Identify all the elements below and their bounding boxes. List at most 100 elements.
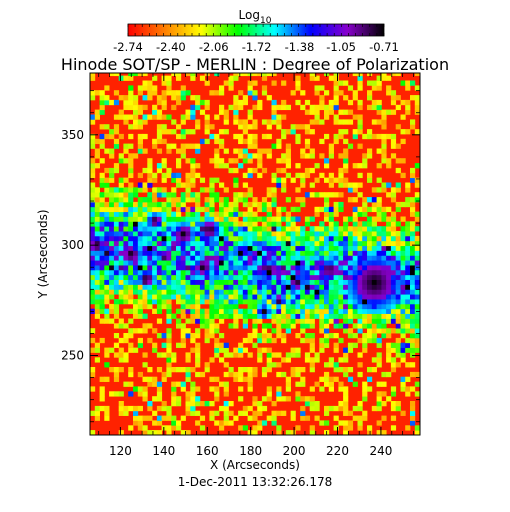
heatmap-cell [261,73,268,77]
heatmap-cell [109,391,115,397]
heatmap-cell [190,289,196,295]
heatmap-cell [276,104,282,111]
heatmap-cell [367,231,373,237]
heatmap-cell [410,167,416,174]
heatmap-cell [285,226,291,232]
heatmap-cell [204,250,210,256]
heatmap-cell [414,177,420,183]
heatmap-cell [176,367,182,373]
heatmap-cell [113,124,120,130]
heatmap-cell [324,90,330,96]
heatmap-cell [252,308,258,314]
heatmap-cell [199,206,206,213]
heatmap-cell [152,342,158,348]
heatmap-cell [390,328,397,334]
heatmap-cell [133,255,139,261]
heatmap-cell [176,265,182,271]
heatmap-cell [333,347,339,353]
heatmap-cell [324,274,330,280]
heatmap-cell [376,260,382,266]
heatmap-cell [214,391,220,397]
heatmap-cell [99,109,105,115]
heatmap-cell [343,226,349,232]
heatmap-cell [123,211,129,217]
heatmap-cell [214,289,220,295]
heatmap-cell [324,299,330,305]
heatmap-cell [137,124,143,130]
heatmap-cell [94,245,100,251]
heatmap-cell [238,347,244,353]
heatmap-cell [319,250,325,256]
heatmap-cell [171,357,177,363]
heatmap-cell [304,333,311,339]
heatmap-cell [414,73,420,77]
heatmap-cell [209,245,215,251]
heatmap-cell [266,235,272,242]
heatmap-cell [156,245,163,251]
heatmap-cell [195,294,201,300]
heatmap-cell [123,201,129,208]
heatmap-cell [109,308,115,314]
heatmap-cell [381,133,387,140]
heatmap-cell [99,138,105,145]
heatmap-cell [137,386,143,392]
heatmap-cell [166,308,172,314]
heatmap-cell [314,245,320,251]
heatmap-cell [199,289,206,295]
heatmap-cell [252,119,258,125]
heatmap-cell [324,279,330,285]
heatmap-cell [343,289,349,295]
heatmap-cell [223,352,229,358]
heatmap-cell [281,294,287,300]
heatmap-cell [333,289,339,295]
heatmap-cell [290,415,296,421]
heatmap-cell [171,95,177,101]
heatmap-cell [271,260,277,266]
heatmap-cell [304,415,311,421]
heatmap-cell [252,216,258,222]
heatmap-cell [161,124,167,130]
heatmap-cell [118,401,124,407]
heatmap-cell [161,177,167,183]
heatmap-cell [166,255,172,261]
heatmap-cell [166,357,172,363]
heatmap-cell [113,245,120,251]
heatmap-cell [247,216,253,222]
heatmap-cell [161,303,167,310]
heatmap-cell [113,138,120,145]
heatmap-cell [142,73,148,77]
heatmap-cell [137,245,143,251]
heatmap-cell [314,352,320,358]
heatmap-cell [371,289,377,295]
heatmap-cell [328,279,334,285]
heatmap-cell [171,250,177,256]
heatmap-cell [247,376,253,382]
heatmap-cell [314,265,320,271]
heatmap-cell [371,303,377,310]
heatmap-cell [242,124,248,130]
heatmap-cell [219,211,225,217]
heatmap-cell [285,231,291,237]
heatmap-cell [233,104,239,111]
heatmap-cell [128,299,134,305]
heatmap-cell [304,265,311,271]
heatmap-cell [147,172,153,179]
heatmap-cell [290,308,296,314]
heatmap-cell [228,284,234,290]
heatmap-cell [133,114,139,120]
heatmap-cell [104,415,110,421]
heatmap-cell [367,328,373,334]
heatmap-cell [214,226,220,232]
heatmap-cell [214,240,220,247]
heatmap-cell [123,352,129,358]
heatmap-cell [386,250,392,256]
heatmap-cell [309,235,315,242]
heatmap-cell [242,197,248,203]
heatmap-cell [410,240,416,247]
heatmap-cell [90,90,96,96]
heatmap-cell [271,299,277,305]
heatmap-cell [152,231,158,237]
heatmap-cell [204,187,210,193]
heatmap-cell [219,303,225,310]
heatmap-cell [142,415,148,421]
